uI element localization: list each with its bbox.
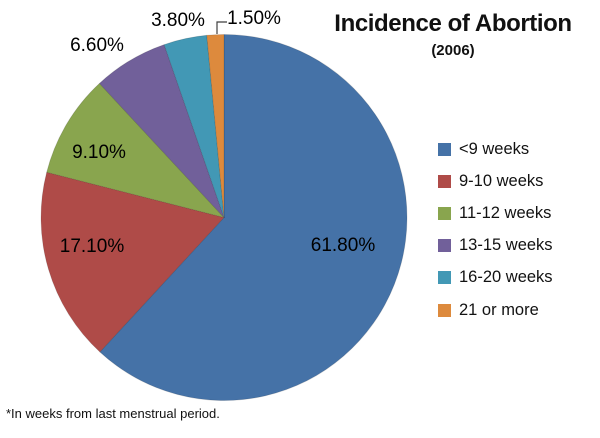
slice-label-21-or-more: 1.50% (227, 8, 281, 29)
legend-label: 13-15 weeks (459, 236, 553, 255)
legend-item-21-or-more: 21 or more (438, 294, 553, 326)
legend-label: <9 weeks (459, 139, 530, 158)
pie-slices-group (40, 34, 408, 401)
legend-item-13-15-weeks: 13-15 weeks (438, 230, 553, 262)
slice-label-11-12-weeks: 9.10% (72, 142, 126, 163)
slice-label-9-10-weeks: 17.10% (59, 236, 125, 257)
legend-swatch-21-or-more (438, 303, 451, 317)
slice-label-13-15-weeks: 6.60% (70, 35, 124, 56)
pie-slice-16-20-weeks (163, 34, 225, 218)
pie-slice-21-or-more (206, 34, 225, 218)
leader-line-21-or-more (216, 21, 227, 34)
pie-slice-9-10-weeks (40, 171, 225, 353)
pie-slice-9-weeks (99, 34, 408, 401)
legend-item-16-20-weeks: 16-20 weeks (438, 262, 553, 294)
legend-swatch-11-12-weeks (438, 206, 451, 220)
legend-swatch-13-15-weeks (438, 239, 451, 253)
legend-label: 9-10 weeks (459, 171, 544, 190)
legend-item-9-10-weeks: 9-10 weeks (438, 165, 553, 197)
pie-slice-13-15-weeks (98, 44, 225, 218)
legend-swatch-16-20-weeks (438, 271, 451, 285)
legend: <9 weeks 9-10 weeks 11-12 weeks 13-15 weeks… (438, 133, 553, 326)
legend-label: 11-12 weeks (459, 203, 552, 222)
legend-label: 21 or more (459, 300, 539, 319)
slice-label-9-weeks: 61.80% (310, 235, 376, 256)
chart-title: Incidence of Abortion (334, 10, 572, 37)
legend-label: 16-20 weeks (459, 268, 553, 287)
pie-slice-11-12-weeks (46, 82, 226, 219)
legend-swatch-9-10-weeks (438, 174, 451, 188)
chart-subtitle: (2006) (431, 41, 475, 59)
legend-item-11-12-weeks: 11-12 weeks (438, 197, 553, 229)
legend-item-9-weeks: <9 weeks (438, 133, 553, 165)
footnote: *In weeks from last menstrual period. (6, 406, 220, 421)
slice-label-16-20-weeks: 3.80% (151, 10, 205, 31)
title-block: Incidence of Abortion (2006) (308, 10, 598, 59)
legend-swatch-9-weeks (438, 142, 451, 156)
